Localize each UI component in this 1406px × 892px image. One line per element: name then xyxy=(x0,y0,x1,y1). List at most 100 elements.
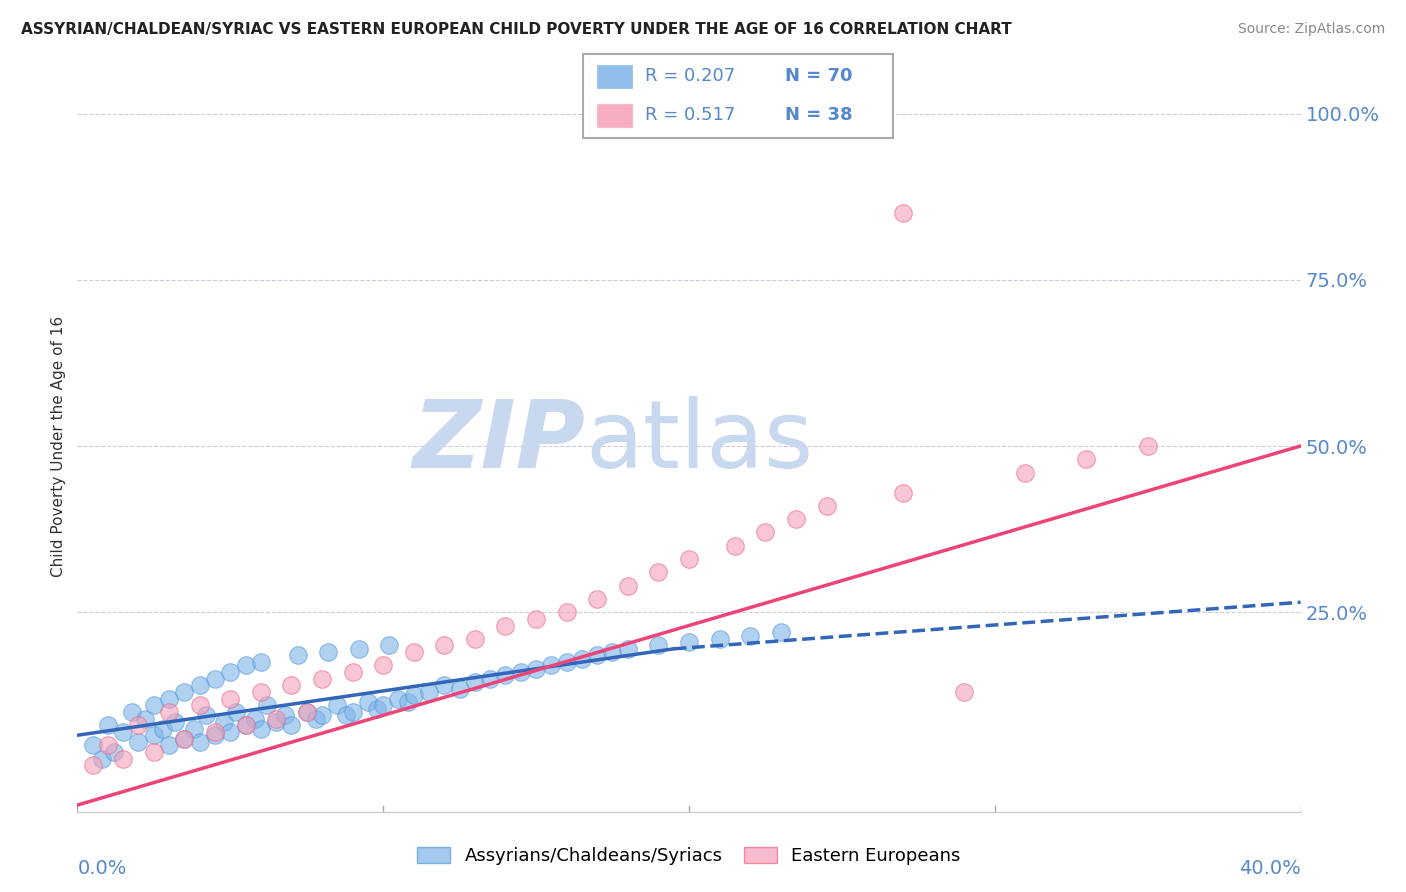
Text: Source: ZipAtlas.com: Source: ZipAtlas.com xyxy=(1237,22,1385,37)
Point xyxy=(250,655,273,669)
Point xyxy=(188,698,211,713)
Point xyxy=(891,206,914,220)
Point xyxy=(602,645,624,659)
Point xyxy=(219,665,242,679)
Y-axis label: Child Poverty Under the Age of 16: Child Poverty Under the Age of 16 xyxy=(51,316,66,576)
Point xyxy=(1014,466,1036,480)
Point xyxy=(157,691,180,706)
Point xyxy=(134,712,156,726)
Point xyxy=(264,714,287,729)
Point xyxy=(464,632,486,646)
Point xyxy=(724,539,747,553)
Point xyxy=(678,552,700,566)
Text: ZIP: ZIP xyxy=(412,396,585,488)
Point xyxy=(204,728,226,742)
Point xyxy=(121,705,143,719)
Point xyxy=(524,612,547,626)
FancyBboxPatch shape xyxy=(583,54,893,138)
Point xyxy=(188,678,211,692)
Point xyxy=(464,675,486,690)
Text: 40.0%: 40.0% xyxy=(1239,859,1301,879)
Point xyxy=(235,718,257,732)
Point xyxy=(82,758,104,772)
Point xyxy=(142,745,165,759)
Point xyxy=(90,751,112,765)
Point xyxy=(287,648,309,663)
Point xyxy=(396,695,419,709)
Text: ASSYRIAN/CHALDEAN/SYRIAC VS EASTERN EUROPEAN CHILD POVERTY UNDER THE AGE OF 16 C: ASSYRIAN/CHALDEAN/SYRIAC VS EASTERN EURO… xyxy=(21,22,1012,37)
Point xyxy=(586,591,609,606)
Text: N = 70: N = 70 xyxy=(785,68,852,86)
Point xyxy=(97,738,120,752)
Point xyxy=(953,685,976,699)
Point xyxy=(204,672,226,686)
Bar xyxy=(596,63,633,89)
Point xyxy=(1136,439,1159,453)
Point xyxy=(433,678,456,692)
Point xyxy=(678,635,700,649)
Point xyxy=(142,698,165,713)
Text: atlas: atlas xyxy=(585,396,813,488)
Point xyxy=(212,714,235,729)
Point xyxy=(316,645,339,659)
Point xyxy=(194,708,217,723)
Point xyxy=(617,641,640,656)
Point xyxy=(371,658,394,673)
Point xyxy=(479,672,502,686)
Point xyxy=(256,698,278,713)
Point xyxy=(378,639,401,653)
Point xyxy=(157,738,180,752)
Point xyxy=(235,658,257,673)
Point xyxy=(152,722,174,736)
Point xyxy=(243,712,266,726)
Point xyxy=(769,625,792,640)
Point xyxy=(647,639,669,653)
Point xyxy=(347,641,370,656)
Point xyxy=(173,731,195,746)
Point xyxy=(103,745,125,759)
Point xyxy=(280,718,302,732)
Point xyxy=(449,681,471,696)
Point xyxy=(342,705,364,719)
Text: R = 0.207: R = 0.207 xyxy=(645,68,735,86)
Point xyxy=(785,512,807,526)
Point xyxy=(311,708,333,723)
Point xyxy=(357,695,380,709)
Point xyxy=(495,668,517,682)
Point xyxy=(647,566,669,580)
Point xyxy=(204,725,226,739)
Point xyxy=(173,685,195,699)
Point xyxy=(274,708,297,723)
Point xyxy=(326,698,349,713)
Point xyxy=(225,705,247,719)
Point xyxy=(402,645,425,659)
Point xyxy=(617,579,640,593)
Point xyxy=(188,735,211,749)
Point xyxy=(335,708,357,723)
Point xyxy=(235,718,257,732)
Point xyxy=(387,691,409,706)
Point xyxy=(264,712,287,726)
Point xyxy=(97,718,120,732)
Point xyxy=(112,725,135,739)
Point xyxy=(295,705,318,719)
Point xyxy=(128,718,150,732)
Point xyxy=(709,632,731,646)
Point xyxy=(555,655,578,669)
Point xyxy=(366,701,388,715)
Text: N = 38: N = 38 xyxy=(785,106,852,124)
Point xyxy=(295,705,318,719)
Point xyxy=(165,714,187,729)
Point xyxy=(586,648,609,663)
Point xyxy=(142,728,165,742)
Point xyxy=(815,499,838,513)
Point xyxy=(495,618,517,632)
Point xyxy=(219,725,242,739)
Point xyxy=(571,652,593,666)
Point xyxy=(754,525,776,540)
Point xyxy=(311,672,333,686)
Point xyxy=(740,628,762,642)
Point xyxy=(305,712,328,726)
Point xyxy=(183,722,205,736)
Text: R = 0.517: R = 0.517 xyxy=(645,106,735,124)
